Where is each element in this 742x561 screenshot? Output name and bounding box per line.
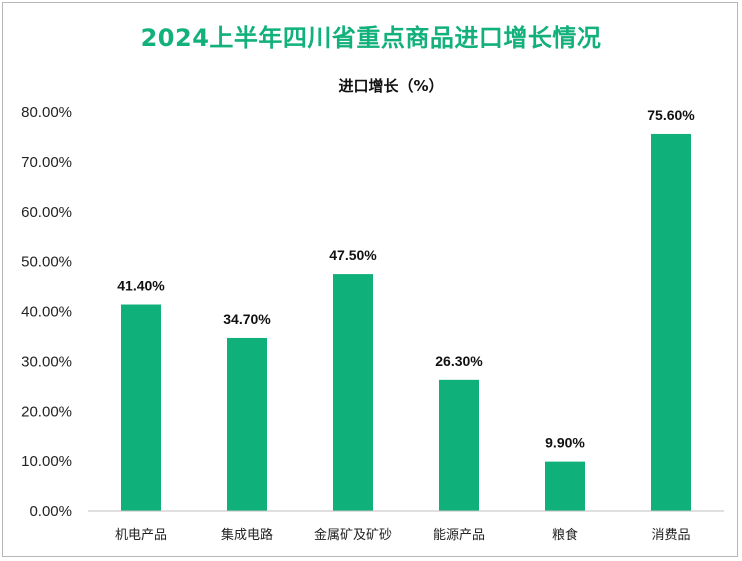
y-tick-label: 0.00% (29, 503, 72, 520)
x-axis-categories: 机电产品 集成电路 金属矿及矿砂 能源产品 粮食 消费品 (115, 527, 691, 543)
data-label: 47.50% (329, 247, 377, 263)
bar (227, 337, 267, 511)
bar (545, 461, 585, 511)
data-label: 34.70% (223, 311, 271, 327)
bar (333, 274, 373, 511)
y-tick-label: 50.00% (21, 254, 72, 271)
y-tick-label: 30.00% (21, 353, 72, 370)
y-tick-label: 40.00% (21, 304, 72, 321)
chart-title: 2024上半年四川省重点商品进口增长情况 (140, 24, 602, 52)
bars (121, 133, 691, 511)
data-label: 9.90% (545, 435, 585, 451)
category-label: 金属矿及矿砂 (314, 527, 392, 543)
data-labels: 41.40% 34.70% 47.50% 26.30% 9.90% 75.60% (117, 107, 695, 451)
category-label: 机电产品 (115, 528, 167, 543)
data-label: 26.30% (435, 353, 483, 369)
y-tick-label: 60.00% (21, 204, 72, 221)
y-tick-label: 70.00% (21, 154, 72, 171)
bar (439, 379, 479, 511)
y-tick-label: 10.00% (21, 453, 72, 470)
series-label: 进口增长（%） (338, 77, 444, 95)
category-label: 粮食 (552, 527, 578, 543)
data-label: 75.60% (647, 107, 695, 123)
data-label: 41.40% (117, 278, 165, 294)
y-tick-label: 20.00% (21, 403, 72, 420)
y-axis-ticks: 0.00% 10.00% 20.00% 30.00% 40.00% 50.00% 60.00… (21, 104, 72, 520)
category-label: 集成电路 (221, 527, 273, 543)
bar (121, 304, 161, 511)
y-tick-label: 80.00% (21, 104, 72, 121)
category-label: 能源产品 (433, 528, 485, 543)
bar (651, 133, 691, 511)
category-label: 消费品 (651, 528, 690, 543)
